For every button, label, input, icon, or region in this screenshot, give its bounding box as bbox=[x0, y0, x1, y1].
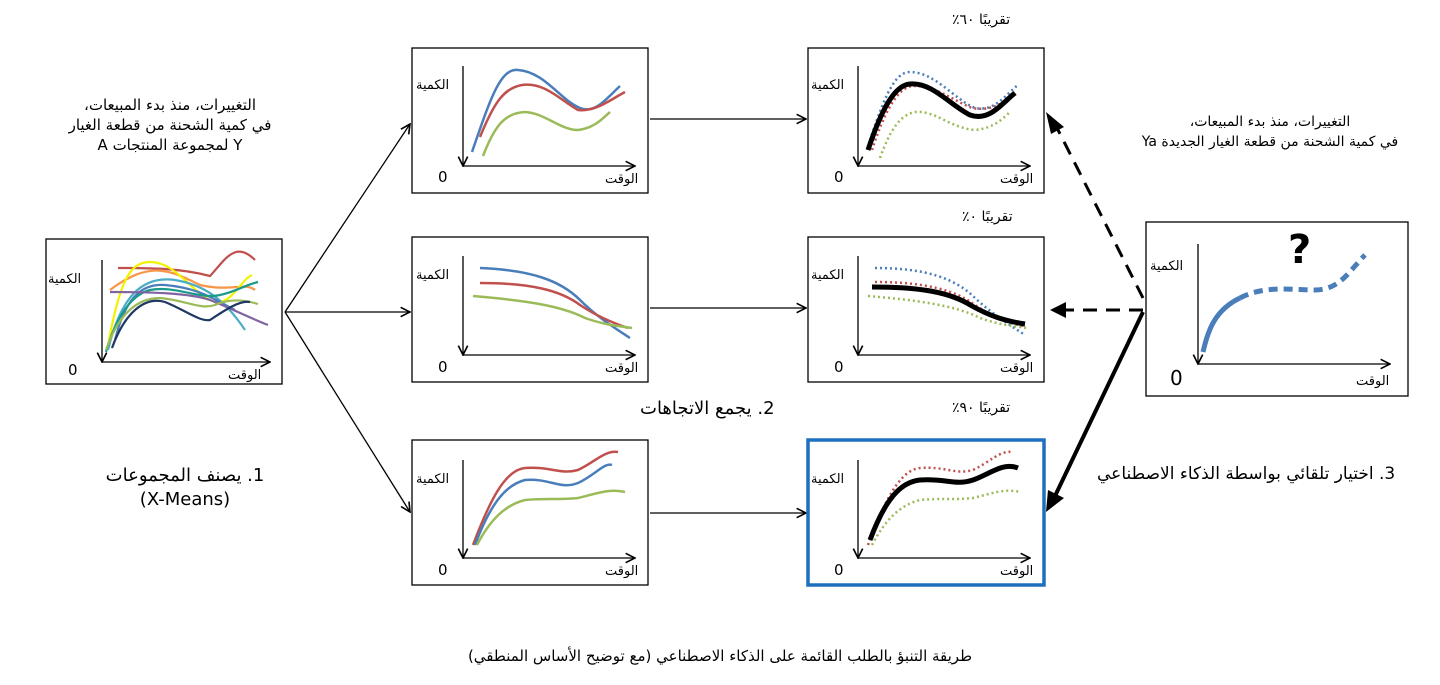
axis-quantity-label: الكمية bbox=[416, 268, 450, 283]
axes-cluster-top bbox=[463, 66, 635, 166]
similarity-top: تقريبًا ٦٠٪ bbox=[952, 12, 1011, 28]
arrow-dashed-top-head bbox=[1046, 112, 1064, 134]
arrow-cluster-bottom bbox=[284, 311, 410, 512]
curve-tt-green-dotted bbox=[878, 110, 1011, 159]
axis-zero-label: 0 bbox=[438, 561, 448, 579]
axis-zero-label: 0 bbox=[834, 168, 844, 186]
axis-time-label: الوقت bbox=[1000, 361, 1034, 376]
source-description-line: في كمية الشحنة من قطعة الغيار bbox=[68, 116, 272, 134]
connectors bbox=[284, 112, 1145, 513]
axis-time-label: الوقت bbox=[1000, 172, 1034, 187]
step-1-label: 1. يصنف المجموعات (X-Means) bbox=[85, 464, 285, 512]
axis-zero-label: 0 bbox=[438, 358, 448, 376]
curves-trend-bottom bbox=[866, 450, 1021, 546]
curves-cluster-middle bbox=[472, 266, 633, 340]
axis-quantity-label: الكمية bbox=[48, 272, 82, 287]
similarity-middle: تقريبًا ٠٪ bbox=[962, 209, 1013, 225]
arrow-cluster-top bbox=[284, 124, 410, 313]
curve-source-red bbox=[117, 250, 256, 278]
panel-axes bbox=[102, 66, 1390, 558]
curve-source-purple bbox=[109, 290, 269, 327]
curve-tb-mean bbox=[867, 464, 1019, 541]
curve-ct-green bbox=[481, 110, 611, 157]
new-part-description-line: التغييرات، منذ بدء المبيعات، bbox=[1189, 114, 1351, 130]
curve-tt-red-dotted bbox=[870, 84, 1017, 151]
axis-time-label: الوقت bbox=[605, 361, 639, 376]
arrow-selected-head bbox=[1046, 490, 1064, 512]
axes-source bbox=[102, 260, 270, 362]
new-part-description-line: في كمية الشحنة من قطعة الغيار الجديدة Ya bbox=[1141, 134, 1399, 150]
axis-time-label: الوقت bbox=[605, 564, 639, 579]
axis-time-label: الوقت bbox=[228, 368, 262, 383]
curves-cluster-top bbox=[470, 68, 626, 157]
curve-source-yellow bbox=[106, 260, 253, 346]
axes-trend-bottom bbox=[858, 460, 1030, 558]
arrow-dashed-top bbox=[1051, 119, 1145, 299]
curve-cb-blue bbox=[473, 463, 613, 546]
axis-zero-label: 0 bbox=[834, 358, 844, 376]
axes-cluster-bottom bbox=[463, 460, 635, 558]
curves-cluster-bottom bbox=[471, 450, 626, 546]
step-2-label: 2. يجمع الاتجاهات bbox=[640, 398, 775, 419]
step-1-title: 1. يصنف المجموعات bbox=[105, 465, 265, 486]
axis-quantity-label: الكمية bbox=[811, 78, 845, 93]
axis-quantity-label: الكمية bbox=[811, 268, 845, 283]
axis-zero-label: 0 bbox=[438, 168, 448, 186]
source-description: التغييرات، منذ بدء المبيعات، في كمية الش… bbox=[60, 95, 280, 155]
source-description-line: Y لمجموعة المنتجات A bbox=[97, 136, 243, 154]
step-3-label: 3. اختيار تلقائي بواسطة الذكاء الاصطناعي bbox=[1097, 464, 1396, 484]
curve-cm-red bbox=[479, 281, 629, 330]
curve-source-navy bbox=[110, 299, 251, 349]
curve-tm-red-dotted bbox=[874, 280, 1024, 328]
curve-tb-green-dotted bbox=[870, 489, 1021, 546]
curves-trend-top bbox=[865, 70, 1019, 159]
curve-source-blue bbox=[113, 283, 236, 341]
curve-ct-red bbox=[478, 83, 626, 138]
curve-new-part-known bbox=[1200, 295, 1242, 353]
axis-quantity-label: الكمية bbox=[1150, 259, 1184, 274]
axis-time-label: الوقت bbox=[1356, 374, 1390, 389]
curves-source bbox=[104, 250, 269, 353]
curve-cm-green bbox=[472, 294, 633, 330]
step-1-method: (X-Means) bbox=[139, 489, 231, 510]
figure-caption: طريقة التنبؤ بالطلب القائمة على الذكاء ا… bbox=[467, 647, 973, 665]
axis-zero-label: 0 bbox=[1170, 366, 1183, 390]
curve-cb-red bbox=[471, 450, 619, 546]
source-description-line: التغييرات، منذ بدء المبيعات، bbox=[83, 96, 257, 114]
curve-tm-green-dotted bbox=[867, 294, 1028, 330]
arrow-dashed-middle-head bbox=[1050, 302, 1066, 318]
new-part-description: التغييرات، منذ بدء المبيعات، في كمية الش… bbox=[1120, 112, 1420, 152]
axis-zero-label: 0 bbox=[834, 561, 844, 579]
axis-time-label: الوقت bbox=[1000, 564, 1034, 579]
panel-new-part-frame bbox=[1145, 221, 1409, 397]
axis-quantity-label: الكمية bbox=[811, 472, 845, 487]
curve-new-part-forecast bbox=[1238, 253, 1367, 301]
curve-source-green bbox=[104, 296, 259, 351]
axis-time-label: الوقت bbox=[605, 172, 639, 187]
curves-trend-middle bbox=[867, 266, 1028, 337]
curve-tt-mean bbox=[865, 81, 1017, 151]
axis-quantity-label: الكمية bbox=[416, 472, 450, 487]
similarity-bottom: تقريبًا ٩٠٪ bbox=[952, 400, 1011, 416]
axes-cluster-middle bbox=[463, 256, 635, 355]
curve-tt-blue-dotted bbox=[868, 70, 1019, 141]
curve-source-teal bbox=[104, 280, 259, 353]
unknown-question-mark: ? bbox=[1288, 227, 1312, 273]
axis-quantity-label: الكمية bbox=[416, 78, 450, 93]
axes-trend-top bbox=[858, 66, 1030, 166]
axes-new-part bbox=[1198, 244, 1390, 364]
axis-zero-label: 0 bbox=[68, 361, 78, 379]
curve-tm-mean bbox=[871, 284, 1026, 327]
axes-trend-middle bbox=[858, 256, 1030, 355]
curve-cb-green bbox=[475, 489, 626, 546]
arrow-selected bbox=[1053, 311, 1145, 497]
curves-new-part bbox=[1200, 253, 1367, 353]
